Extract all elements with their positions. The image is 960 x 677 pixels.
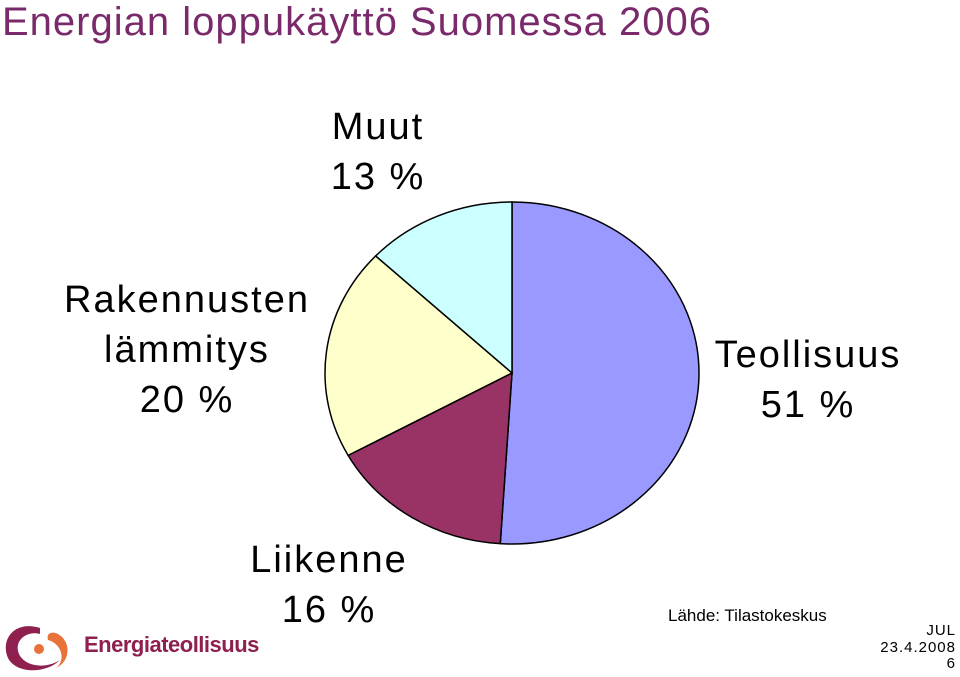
source: Lähde: Tilastokeskus	[668, 606, 827, 625]
page-number: 6	[946, 655, 956, 672]
logo-text: Energiateollisuus	[84, 632, 259, 657]
value-label: 16 %	[281, 589, 377, 631]
category-label: Teollisuus	[714, 334, 902, 376]
slice-label: Muut 13 %	[243, 102, 513, 202]
author: JUL	[926, 622, 956, 639]
pie-slice	[499, 201, 700, 545]
pie-slice	[347, 371, 513, 545]
value-label: 20 %	[139, 379, 235, 421]
logo-mark	[5, 626, 68, 671]
category-label: Rakennusten lämmitys	[64, 279, 310, 371]
pie-slice	[324, 254, 514, 457]
date: 23.4.2008	[880, 639, 956, 656]
value-label: 51 %	[760, 384, 856, 426]
category-label: Muut	[331, 106, 425, 148]
pie-slice	[374, 201, 513, 375]
category-label: Liikenne	[250, 539, 408, 581]
value-label: 13 %	[330, 156, 426, 198]
slice-label: Teollisuus 51 %	[673, 330, 943, 430]
slice-label: Rakennusten lämmitys 20 %	[52, 275, 322, 425]
slice-label: Liikenne 16 %	[194, 535, 464, 635]
chart-title: Energian loppukäyttö Suomessa 2006	[2, 0, 713, 44]
